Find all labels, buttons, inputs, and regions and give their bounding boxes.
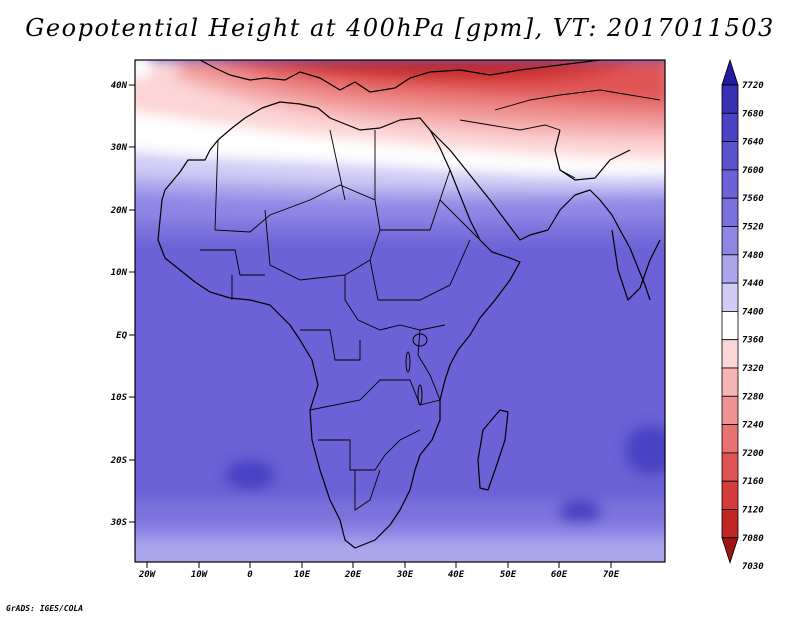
colorbar-tick-label: 7400 (742, 307, 764, 317)
colorbar-tick-label: 7280 (742, 392, 764, 402)
colorbar-cell (721, 310, 739, 341)
lon-tick-label: 40E (448, 570, 465, 580)
colorbar-tick-label: 7240 (742, 421, 764, 431)
colorbar-cell (721, 84, 739, 114)
colorbar-cell (721, 452, 739, 482)
colorbar-cell (721, 197, 739, 227)
colorbar-tick-label: 7440 (742, 279, 764, 289)
colorbar-cell (721, 424, 739, 454)
colorbar-tick-label: 7030 (742, 562, 764, 572)
lat-tick-label: 30N (110, 143, 128, 153)
lat-tick-label: 20N (110, 206, 128, 216)
colorbar: 7720 7680 7640 7600 7560 7520 7480 7440 7400 7360… (721, 58, 764, 572)
lon-tick-label: 0 (247, 570, 253, 580)
colorbar-cell (721, 339, 739, 369)
height-field (135, 60, 665, 562)
colorbar-tick-label: 7720 (742, 81, 764, 91)
map-frame (134, 59, 666, 563)
lon-tick-label: 30E (396, 570, 414, 580)
colorbar-cell (721, 509, 739, 539)
colorbar-tick-label: 7120 (742, 506, 764, 516)
colorbar-tick-label: 7360 (742, 336, 764, 346)
lon-tick-label: 20E (344, 570, 362, 580)
borders (200, 89, 661, 511)
lon-tick-label: 70E (603, 570, 620, 580)
lon-tick-label: 20W (138, 570, 157, 580)
colorbar-cell (721, 254, 739, 284)
lon-tick-label: 50E (500, 570, 517, 580)
colorbar-tick-label: 7560 (742, 194, 764, 204)
lon-tick-label: 10E (294, 570, 311, 580)
colorbar-cell (721, 112, 739, 143)
lat-tick-label: 40N (111, 81, 128, 91)
colorbar-arrow-top (721, 58, 739, 86)
colorbar-cell (721, 480, 739, 510)
colorbar-cell (721, 367, 739, 397)
colorbar-tick-label: 7640 (742, 138, 764, 148)
colorbar-tick-label: 7480 (742, 251, 764, 261)
lat-axis: 40N 30N 20N 10N EQ 10S 20S 30S (110, 81, 135, 528)
lat-tick-label: 30S (110, 518, 128, 528)
colorbar-tick-label: 7520 (742, 223, 764, 233)
colorbar-tick-label: 7080 (742, 534, 764, 544)
colorbar-cell (721, 395, 739, 425)
colorbar-cell (721, 169, 739, 199)
credit-text: GrADS: IGES/COLA (6, 604, 84, 613)
lon-tick-label: 10W (191, 570, 209, 580)
colorbar-cell (721, 141, 739, 171)
lon-axis: 20W 10W 0 10E 20E 30E 40E 50E 60E 70E (138, 562, 620, 580)
colorbar-tick-label: 7680 (742, 109, 764, 119)
lakes (405, 333, 428, 406)
colorbar-arrow-bottom (721, 537, 739, 565)
coastlines (157, 60, 661, 549)
colorbar-tick-label: 7160 (742, 477, 764, 487)
lat-tick-label: 10S (111, 393, 128, 403)
colorbar-tick-label: 7320 (742, 364, 764, 374)
map-title: Geopotential Height at 400hPa [gpm], VT:… (25, 14, 775, 42)
lon-tick-label: 60E (551, 570, 568, 580)
colorbar-cell (721, 226, 739, 256)
lat-tick-label: 20S (110, 456, 128, 466)
colorbar-tick-label: 7600 (742, 166, 764, 176)
colorbar-tick-label: 7200 (742, 449, 764, 459)
colorbar-cell (721, 282, 739, 312)
lat-tick-label: 10N (111, 268, 128, 278)
lat-tick-label: EQ (116, 331, 127, 341)
